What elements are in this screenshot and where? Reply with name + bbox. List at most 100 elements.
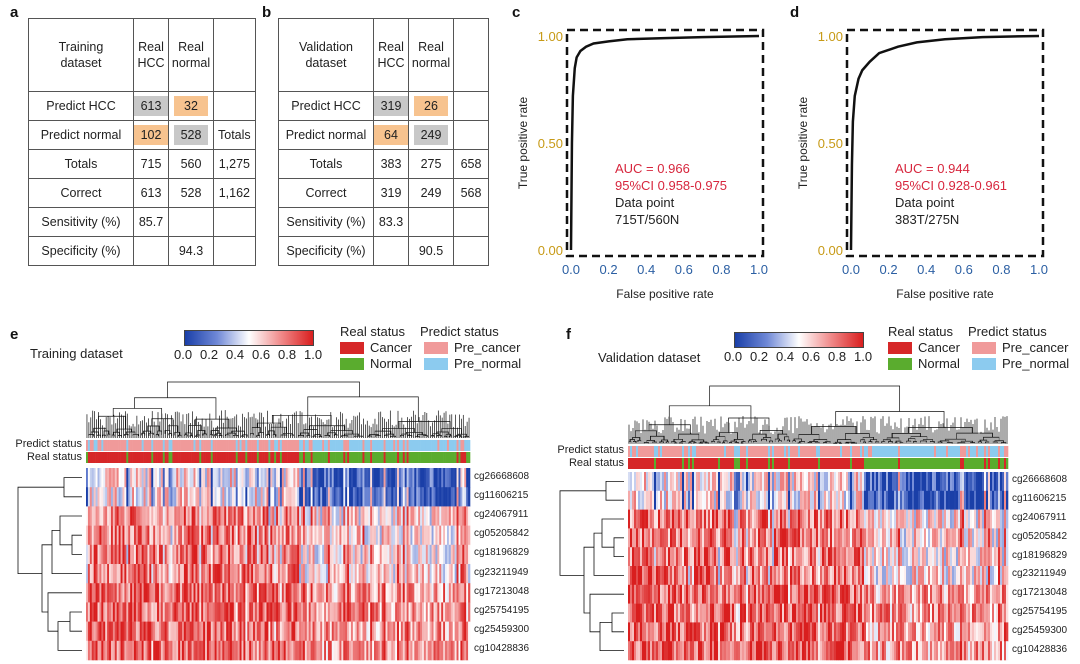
heatmap-cell <box>231 525 235 546</box>
predict-status-cell <box>124 440 127 451</box>
heatmap-cell <box>260 602 263 622</box>
heatmap-cell <box>992 509 995 529</box>
predict-status-label: Predict status <box>15 438 82 450</box>
heatmap-cell <box>852 490 855 510</box>
heatmap-cell <box>166 544 169 565</box>
heatmap-cell <box>149 525 152 546</box>
heatmap-cell <box>312 621 315 642</box>
heatmap-cell <box>327 468 331 488</box>
heatmap-cell <box>170 468 173 488</box>
heatmap-cell <box>790 509 793 529</box>
heatmap-cell <box>972 584 975 604</box>
heatmap-cell <box>956 472 959 492</box>
heatmap-cell <box>802 566 805 586</box>
predict-status-cell <box>950 446 953 457</box>
heatmap-cell <box>906 622 909 642</box>
heatmap-cell <box>868 566 871 586</box>
heatmap-cell <box>862 528 865 548</box>
heatmap-cell <box>301 487 304 507</box>
heatmap-cell <box>1000 641 1003 661</box>
predict-status-cell <box>295 440 298 451</box>
heatmap-cell <box>116 487 119 507</box>
heatmap-cell <box>1006 547 1009 567</box>
heatmap-cell <box>776 566 779 586</box>
heatmap-cell <box>804 622 807 642</box>
heatmap-cell <box>816 472 819 492</box>
heatmap-cell <box>316 564 319 584</box>
heatmap-cell <box>310 525 313 546</box>
predict-status-cell <box>162 440 166 451</box>
heatmap-cell <box>137 468 141 488</box>
heatmap-cell <box>668 603 671 623</box>
heatmap-cell <box>185 544 189 565</box>
heatmap-cell <box>660 509 663 529</box>
heatmap-cell <box>750 509 753 529</box>
x-tick-label: 0.2 <box>600 262 618 277</box>
heatmap-cell <box>1002 641 1005 661</box>
heatmap-cell <box>268 487 271 507</box>
heatmap-cell <box>726 472 729 492</box>
heatmap-cell <box>99 602 102 622</box>
heatmap-cell <box>886 490 889 510</box>
real-status-cell <box>153 452 156 463</box>
real-status-cell <box>750 458 753 469</box>
heatmap-cell <box>1006 528 1009 548</box>
heatmap-cell <box>736 622 739 642</box>
heatmap-cell <box>114 525 118 546</box>
heatmap-cell <box>682 472 685 492</box>
heatmap-cell <box>986 509 989 529</box>
heatmap-cell <box>143 468 146 488</box>
cell-value: 249 <box>414 125 448 145</box>
heatmap-cell <box>114 564 118 584</box>
predict-status-cell <box>316 440 319 451</box>
real-status-cell <box>708 458 711 469</box>
heatmap-cell <box>688 547 691 567</box>
heatmap-cell <box>326 583 329 603</box>
heatmap-cell <box>187 506 190 526</box>
heatmap-cell <box>247 564 250 584</box>
heatmap-cell <box>900 528 903 548</box>
heatmap-cell <box>636 528 639 548</box>
heatmap-cell <box>666 641 669 661</box>
real-status-cell <box>208 452 212 463</box>
heatmap-cell <box>834 547 837 567</box>
heatmap-cell <box>230 525 233 546</box>
heatmap-cell <box>702 490 705 510</box>
heatmap-cell <box>644 603 647 623</box>
real-status-cell <box>164 452 167 463</box>
heatmap-cell <box>882 528 885 548</box>
heatmap-cell <box>698 528 701 548</box>
heatmap-cell <box>910 509 913 529</box>
predict-status-cell <box>910 446 913 457</box>
predict-status-cell <box>266 440 269 451</box>
real-status-cell <box>912 458 915 469</box>
heatmap-cell <box>333 506 336 526</box>
heatmap-cell <box>247 544 250 565</box>
heatmap-cell <box>806 603 809 623</box>
heatmap-cell <box>676 547 679 567</box>
heatmap-cell <box>850 566 853 586</box>
heatmap-cell <box>904 547 907 567</box>
heatmap-cell <box>956 641 959 661</box>
real-status-cell <box>958 458 961 469</box>
heatmap-cell <box>996 509 999 529</box>
heatmap-cell <box>966 566 969 586</box>
predict-status-cell <box>656 446 659 457</box>
heatmap-cell <box>766 547 769 567</box>
heatmap-cell <box>145 544 148 565</box>
heatmap-cell <box>149 621 152 642</box>
heatmap-cell <box>279 640 283 661</box>
heatmap-cell <box>197 621 200 642</box>
heatmap-cell <box>928 622 931 642</box>
heatmap-cell <box>160 621 164 642</box>
heatmap-cell <box>890 472 893 492</box>
heatmap-cell <box>704 472 707 492</box>
gene-label: cg23211949 <box>1012 568 1067 580</box>
heatmap-cell <box>924 584 927 604</box>
heatmap-cell <box>782 641 785 661</box>
heatmap-cell <box>704 603 707 623</box>
predict-status-cell <box>824 446 827 457</box>
heatmap-cell <box>228 487 231 507</box>
heatmap-cell <box>790 584 793 604</box>
table-cell: 613 <box>133 91 169 121</box>
